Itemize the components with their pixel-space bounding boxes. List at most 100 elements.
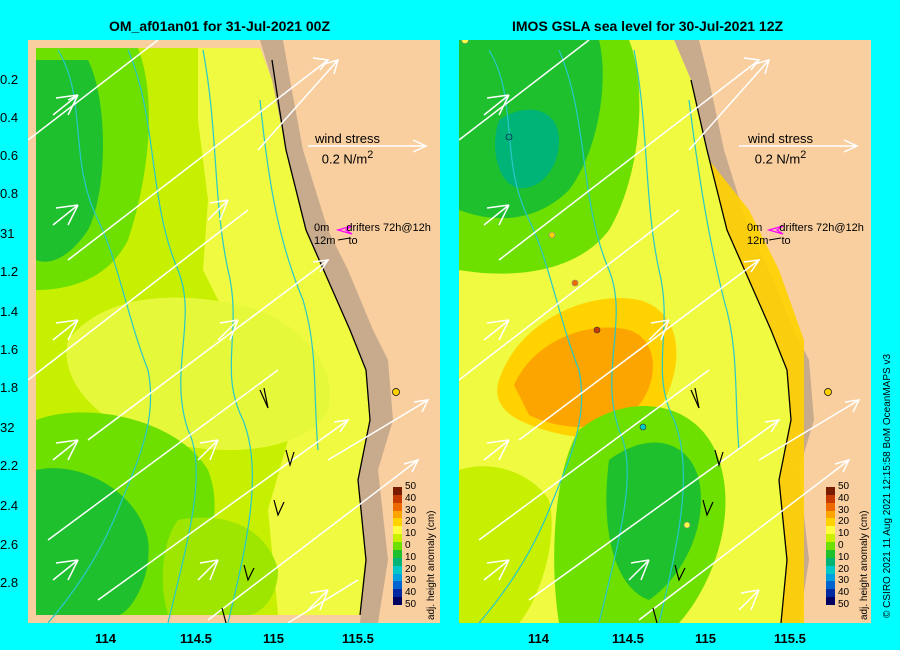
colorbar-tick-label: 20	[838, 563, 850, 575]
lon-label: 115.5	[774, 631, 806, 646]
lat-label: 2.8	[0, 575, 19, 590]
lon-label: 115	[695, 631, 716, 646]
lon-label: 115	[263, 631, 284, 646]
colorbar-segment	[393, 549, 402, 559]
colorbar-segment	[393, 487, 402, 496]
lon-label: 115.5	[342, 631, 374, 646]
lat-label: 0.6	[0, 148, 19, 163]
colorbar-tick-label: 10	[838, 528, 850, 540]
drifters-to-label: to	[348, 235, 358, 247]
lat-label: 2.2	[0, 458, 19, 473]
colorbar-segment	[393, 534, 402, 543]
drifters-depth-12: 12m	[314, 235, 336, 247]
lat-label: 0.4	[0, 110, 19, 125]
colorbar-tick-label: 20	[405, 516, 417, 528]
wind-stress-label: wind stress 0.2 N/m2	[315, 130, 380, 167]
drifters-label: drifters 72h@12h	[346, 222, 431, 234]
colorbar-tick-label: 40	[838, 587, 850, 599]
colorbar-segment	[393, 510, 402, 519]
left-map[interactable]	[28, 40, 440, 623]
colorbar-segment	[826, 518, 835, 527]
left-panel-title: OM_af01an01 for 31-Jul-2021 00Z	[109, 18, 330, 34]
colorbar-segment	[826, 510, 835, 519]
wind-stress-value: 0.2 N/m	[321, 151, 368, 167]
wind-stress-unit-sup: 2	[367, 149, 374, 161]
lat-label: 1.8	[0, 380, 19, 395]
colorbar-tick-label: 0	[838, 540, 844, 551]
colorbar-tick-label: 30	[838, 504, 850, 516]
colorbar-segment	[393, 518, 402, 527]
lat-label: 1.2	[0, 264, 19, 279]
colorbar-segment	[393, 494, 402, 504]
colorbar-tick-label: 10	[405, 528, 417, 540]
lat-label: 32	[0, 420, 15, 435]
colorbar-segment	[826, 589, 835, 598]
colorbar-segment	[393, 542, 402, 551]
colorbar-segment	[826, 573, 835, 582]
colorbar-segment	[826, 542, 835, 551]
colorbar-tick-label: 50	[838, 599, 850, 610]
colorbar-segment	[826, 581, 835, 590]
drifters-depth-0: 0m	[314, 222, 330, 234]
colorbar-tick-label: 20	[838, 516, 850, 528]
colorbar-segment	[826, 597, 835, 606]
colorbar-tick-label: 30	[838, 575, 850, 587]
colorbar-left-label: adj. height anomaly (cm)	[426, 510, 437, 621]
lat-label: 2.4	[0, 498, 19, 513]
colorbar-tick-label: 10	[405, 551, 417, 563]
wind-stress-value: 0.2 N/m	[754, 151, 801, 167]
lat-label: 1.4	[0, 304, 19, 319]
credit-text: © CSIRO 2021 11 Aug 2021 12:15:58 BoM Oc…	[882, 353, 893, 618]
lon-label: 114.5	[612, 631, 644, 646]
colorbar-tick-label: 50	[405, 599, 417, 610]
colorbar-tick-label: 0	[405, 540, 411, 551]
colorbar-tick-label: 40	[405, 587, 417, 599]
colorbar-segment	[393, 526, 402, 535]
drifters-depth-0: 0m	[747, 222, 763, 234]
colorbar-tick-label: 40	[838, 492, 850, 504]
left-map-svg	[28, 40, 440, 623]
colorbar-segment	[393, 565, 402, 575]
lon-label: 114.5	[180, 631, 212, 646]
lat-label: 31	[0, 226, 15, 241]
colorbar-tick-label: 30	[405, 575, 417, 587]
wind-stress-title: wind stress	[315, 131, 381, 146]
wind-stress-label-right: wind stress 0.2 N/m2	[748, 130, 813, 167]
colorbar-segment	[393, 573, 402, 582]
drifters-to-label: to	[781, 235, 791, 247]
right-panel-title: IMOS GSLA sea level for 30-Jul-2021 12Z	[512, 18, 784, 34]
lat-label: 0.8	[0, 186, 19, 201]
colorbar-segment	[393, 597, 402, 606]
colorbar-tick-label: 50	[838, 481, 850, 492]
colorbar-segment	[826, 487, 835, 496]
colorbar-segment	[393, 557, 402, 567]
colorbar-segment	[826, 534, 835, 543]
colorbar-segment	[393, 589, 402, 598]
lon-label: 114	[528, 631, 549, 646]
drifters-legend-right: 0m drifters 72h@12h 12m to	[747, 222, 864, 248]
colorbar-segment	[393, 502, 402, 512]
drifters-legend: 0m drifters 72h@12h 12m to	[314, 222, 431, 248]
colorbar-segment	[826, 549, 835, 559]
colorbar-segment	[826, 526, 835, 535]
lat-label: 2.6	[0, 537, 19, 552]
colorbar-segment	[826, 565, 835, 575]
lat-label: 1.6	[0, 342, 19, 357]
colorbar-segment	[826, 494, 835, 504]
colorbar-segment	[393, 581, 402, 590]
colorbar-right-label: adj. height anomaly (cm)	[859, 510, 870, 621]
wind-stress-title: wind stress	[748, 131, 814, 146]
lon-label: 114	[95, 631, 116, 646]
right-map[interactable]	[459, 40, 871, 623]
colorbar-left	[393, 487, 402, 606]
colorbar-right	[826, 487, 835, 606]
drifters-label: drifters 72h@12h	[779, 222, 864, 234]
colorbar-segment	[826, 557, 835, 567]
right-map-svg	[459, 40, 871, 623]
colorbar-tick-label: 40	[405, 492, 417, 504]
colorbar-tick-label: 50	[405, 481, 417, 492]
wind-stress-unit-sup: 2	[800, 149, 807, 161]
colorbar-tick-label: 30	[405, 504, 417, 516]
drifters-depth-12: 12m	[747, 235, 769, 247]
colorbar-tick-label: 20	[405, 563, 417, 575]
